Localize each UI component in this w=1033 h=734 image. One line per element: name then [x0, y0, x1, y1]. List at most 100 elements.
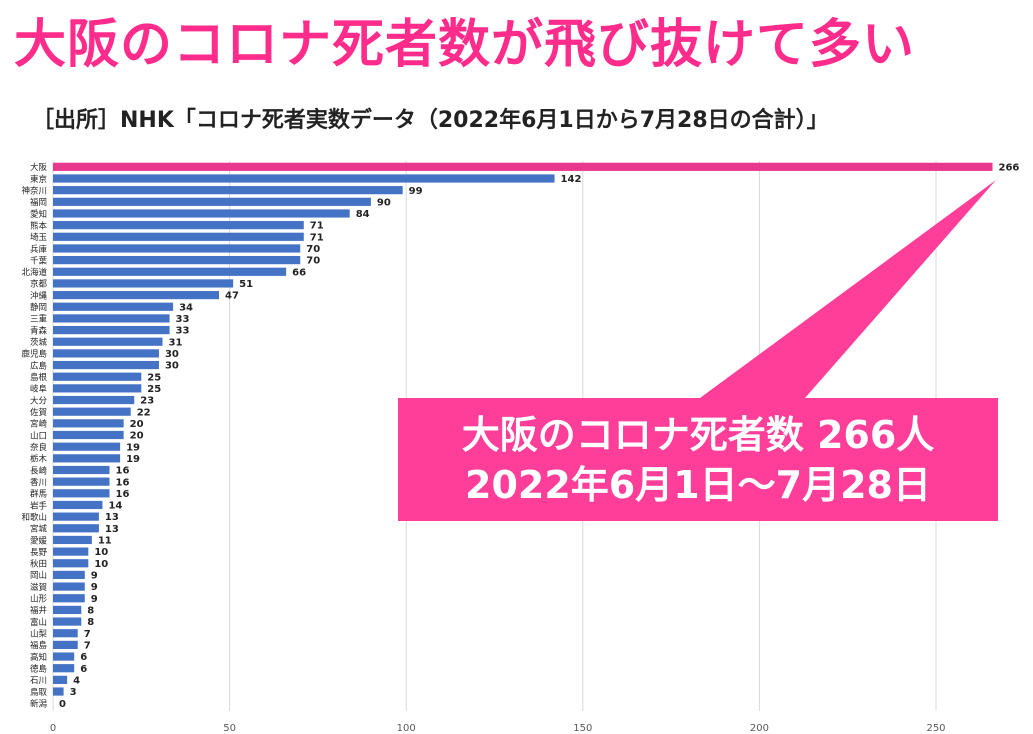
- headline: 大阪のコロナ死者数が飛び抜けて多い: [14, 15, 916, 75]
- category-label: 島根: [30, 372, 48, 383]
- bar: [53, 325, 170, 335]
- callout-line1: 大阪のコロナ死者数 266人: [461, 412, 935, 457]
- category-label: 愛媛: [30, 535, 48, 546]
- category-labels: 大阪東京神奈川福岡愛知熊本埼玉兵庫千葉北海道京都沖縄静岡三重青森茨城鹿児島広島島…: [21, 162, 47, 709]
- category-label: 兵庫: [30, 244, 48, 255]
- bar: [53, 197, 371, 206]
- x-tick-labels: 0 50 100 150 200 250: [50, 723, 946, 734]
- value-label: 7: [84, 640, 91, 651]
- category-label: 山梨: [30, 629, 48, 640]
- value-label: 9: [91, 571, 98, 582]
- value-label: 51: [239, 279, 253, 290]
- value-label: 7: [84, 629, 91, 640]
- value-label: 10: [94, 547, 108, 558]
- bar: [53, 349, 159, 358]
- value-label: 25: [147, 372, 161, 383]
- value-label: 13: [105, 512, 119, 523]
- value-label: 142: [561, 174, 582, 185]
- value-label: 16: [116, 477, 130, 488]
- bar: [53, 664, 75, 673]
- value-label: 30: [165, 361, 179, 372]
- bar: [53, 302, 174, 311]
- bar: [53, 256, 301, 265]
- category-label: 奈良: [30, 442, 48, 453]
- value-label: 11: [98, 536, 112, 547]
- value-label: 13: [105, 524, 119, 535]
- value-label: 8: [87, 617, 94, 628]
- bar: [53, 267, 287, 276]
- bar: [53, 337, 163, 346]
- value-label: 16: [116, 466, 130, 477]
- bar: [53, 384, 142, 393]
- bar: [53, 629, 78, 638]
- category-label: 岩手: [30, 500, 48, 511]
- value-label: 66: [292, 267, 306, 278]
- category-label: 長崎: [30, 465, 48, 476]
- value-labels: 2661429990847171707066514734333331303025…: [59, 162, 1019, 709]
- bars: [53, 162, 993, 696]
- category-label: 栃木: [30, 454, 48, 465]
- category-label: 香川: [30, 477, 47, 488]
- value-label: 19: [126, 442, 140, 453]
- value-label: 33: [176, 326, 190, 337]
- bar: [53, 314, 170, 323]
- bar: [53, 221, 304, 230]
- category-label: 徳島: [30, 664, 48, 675]
- category-label: 埼玉: [30, 232, 48, 243]
- value-label: 34: [179, 302, 193, 313]
- bar: [53, 419, 124, 428]
- category-label: 福井: [30, 605, 47, 616]
- callout-box: 大阪のコロナ死者数 266人 2022年6月1日～7月28日: [398, 398, 998, 521]
- category-label: 和歌山: [21, 512, 47, 523]
- category-label: 高知: [30, 652, 47, 663]
- value-label: 71: [310, 221, 324, 232]
- category-label: 静岡: [30, 302, 47, 313]
- bar: [53, 500, 103, 510]
- value-label: 3: [70, 687, 77, 698]
- bar: [53, 652, 75, 661]
- category-label: 福岡: [30, 197, 47, 208]
- bar: [53, 570, 85, 580]
- category-label: 福島: [30, 640, 48, 651]
- callout-pointer: [700, 180, 996, 398]
- bar: [53, 454, 121, 463]
- category-label: 山形: [30, 594, 48, 605]
- x-tick-label: 150: [573, 723, 592, 734]
- value-label: 25: [147, 384, 161, 395]
- bar: [53, 477, 110, 486]
- bar: [53, 442, 121, 451]
- category-label: 宮城: [30, 524, 48, 535]
- category-label: 熊本: [30, 220, 48, 231]
- x-tick-label: 0: [50, 723, 56, 734]
- category-label: 沖縄: [30, 290, 48, 301]
- bar: [53, 232, 304, 241]
- category-label: 北海道: [21, 267, 47, 278]
- value-label: 31: [168, 337, 182, 348]
- x-tick-label: 100: [397, 723, 416, 734]
- category-label: 鹿児島: [21, 349, 47, 360]
- category-label: 石川: [30, 676, 47, 686]
- category-label: 大分: [30, 395, 48, 406]
- value-label: 70: [306, 244, 320, 255]
- category-label: 佐賀: [30, 407, 48, 418]
- value-label: 9: [91, 594, 98, 605]
- value-label: 266: [999, 162, 1020, 173]
- value-label: 6: [80, 652, 87, 663]
- category-label: 茨城: [30, 337, 48, 348]
- x-tick-label: 250: [926, 723, 945, 734]
- category-label: 宮崎: [30, 419, 48, 430]
- category-label: 新潟: [30, 698, 48, 709]
- bar: [53, 640, 78, 649]
- bar: [53, 594, 85, 603]
- category-label: 神奈川: [21, 185, 47, 196]
- value-label: 14: [108, 501, 122, 512]
- bar: [53, 372, 142, 381]
- bar: [53, 675, 68, 684]
- value-label: 30: [165, 349, 179, 360]
- value-label: 20: [130, 419, 144, 430]
- bar: [53, 290, 220, 300]
- category-label: 岡山: [30, 570, 47, 581]
- category-label: 千葉: [30, 255, 48, 266]
- value-label: 8: [87, 606, 94, 617]
